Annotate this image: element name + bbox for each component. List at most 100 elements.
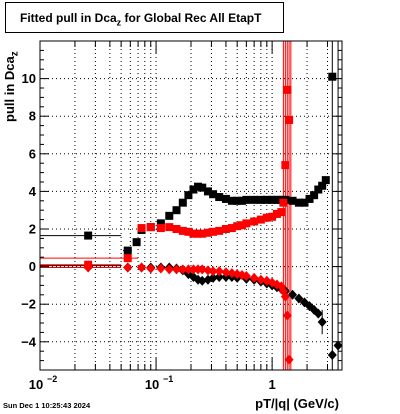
data-point-diamond xyxy=(178,264,188,275)
data-point-diamond xyxy=(221,267,231,278)
data-point-square xyxy=(272,195,281,204)
data-point-square xyxy=(300,198,309,207)
data-point-square xyxy=(268,195,277,204)
data-point-square xyxy=(256,215,265,224)
data-point-square xyxy=(209,227,218,236)
y-tick-label: 10 xyxy=(22,71,36,86)
data-point-square xyxy=(184,191,193,200)
data-point-square xyxy=(285,115,294,124)
y-tick-label: 4 xyxy=(29,184,37,199)
data-point-square xyxy=(305,194,314,203)
data-point-square xyxy=(203,187,212,196)
x-tick-label-exponent: −1 xyxy=(163,374,173,384)
y-axis-label-base: pull in Dca xyxy=(2,56,17,122)
data-point-square xyxy=(233,196,242,205)
data-point-diamond xyxy=(208,266,218,277)
data-point-square xyxy=(189,229,198,238)
data-point-square xyxy=(178,198,187,207)
data-point-diamond xyxy=(241,271,251,281)
data-point-square xyxy=(242,219,251,228)
data-point-square xyxy=(294,198,303,207)
data-point-square xyxy=(184,227,193,236)
data-point-square xyxy=(198,183,207,192)
data-point-square xyxy=(84,231,93,240)
chart-title: Fitted pull in Dcaz for Global Rec All E… xyxy=(20,11,261,27)
data-point-square xyxy=(310,191,319,200)
data-point-diamond xyxy=(156,263,166,274)
y-tick-label: 6 xyxy=(29,146,36,161)
data-point-square xyxy=(123,246,132,255)
chart-title-prefix: Fitted pull in Dca xyxy=(20,11,117,25)
data-point-square xyxy=(123,254,132,263)
data-point-square xyxy=(227,224,236,233)
data-point-diamond xyxy=(288,289,298,300)
data-point-square xyxy=(268,212,277,221)
data-point-square xyxy=(272,209,281,218)
data-point-square xyxy=(165,223,174,232)
data-point-diamond xyxy=(333,340,343,351)
data-point-square xyxy=(279,198,288,207)
data-point-square xyxy=(256,195,265,204)
data-point-square xyxy=(262,213,271,222)
y-tick-label: 8 xyxy=(29,109,36,124)
data-point-square xyxy=(194,182,203,191)
data-point-square xyxy=(215,226,224,235)
data-point-diamond xyxy=(197,275,207,286)
data-point-diamond xyxy=(280,291,290,302)
y-tick-label: −2 xyxy=(21,297,36,312)
data-point-diamond xyxy=(171,264,181,275)
data-point-square xyxy=(233,222,242,231)
data-point-diamond xyxy=(327,349,337,360)
data-point-square xyxy=(198,229,207,238)
data-point-diamond xyxy=(137,262,147,273)
data-point-square xyxy=(172,206,181,215)
data-point-square xyxy=(189,185,198,194)
data-point-square xyxy=(156,224,165,233)
data-point-diamond xyxy=(313,308,323,319)
data-point-square xyxy=(203,228,212,237)
data-point-square xyxy=(288,196,297,205)
chart-title-suffix: for Global Rec All EtapT xyxy=(121,11,262,25)
data-point-diamond xyxy=(317,317,327,328)
data-point-square xyxy=(172,225,181,233)
data-point-square xyxy=(209,190,218,199)
data-point-square xyxy=(132,238,141,247)
data-point-square xyxy=(277,208,286,217)
data-point-square xyxy=(221,225,230,233)
y-tick-label: 0 xyxy=(29,259,36,274)
data-point-square xyxy=(156,219,165,228)
data-point-square xyxy=(215,193,224,202)
chart-title-subscript: z xyxy=(116,17,122,28)
x-axis-label: pT/|q| (GeV/c) xyxy=(255,396,339,411)
data-point-square xyxy=(242,195,251,204)
data-point-square xyxy=(250,195,259,204)
data-point-square xyxy=(137,224,146,233)
data-point-diamond xyxy=(249,272,259,283)
data-point-square xyxy=(283,85,292,94)
error-bars xyxy=(40,41,339,370)
data-point-diamond xyxy=(83,262,93,273)
data-point-diamond xyxy=(188,264,198,275)
data-point-square xyxy=(165,211,174,220)
data-point-square xyxy=(237,196,246,205)
data-point-square xyxy=(262,195,271,204)
data-point-diamond xyxy=(214,271,224,282)
data-point-square xyxy=(237,221,246,230)
data-point-diamond xyxy=(214,266,224,277)
data-point-square xyxy=(194,229,203,238)
data-point-diamond xyxy=(183,264,193,275)
data-point-square xyxy=(250,217,259,226)
x-tick-label-exponent: −2 xyxy=(47,374,57,384)
data-point-square xyxy=(328,72,337,81)
data-point-square xyxy=(318,181,327,190)
grid-lines xyxy=(40,41,343,370)
x-tick-label: 10 xyxy=(29,377,43,392)
data-point-diamond xyxy=(208,272,218,283)
data-point-diamond xyxy=(282,310,292,321)
data-point-diamond xyxy=(284,354,294,365)
chart-title-box: Fitted pull in Dcaz for Global Rec All E… xyxy=(5,2,284,33)
data-point-square xyxy=(321,176,330,185)
timestamp: Sun Dec 1 10:25:43 2024 xyxy=(3,401,91,410)
data-point-diamond xyxy=(146,263,156,274)
